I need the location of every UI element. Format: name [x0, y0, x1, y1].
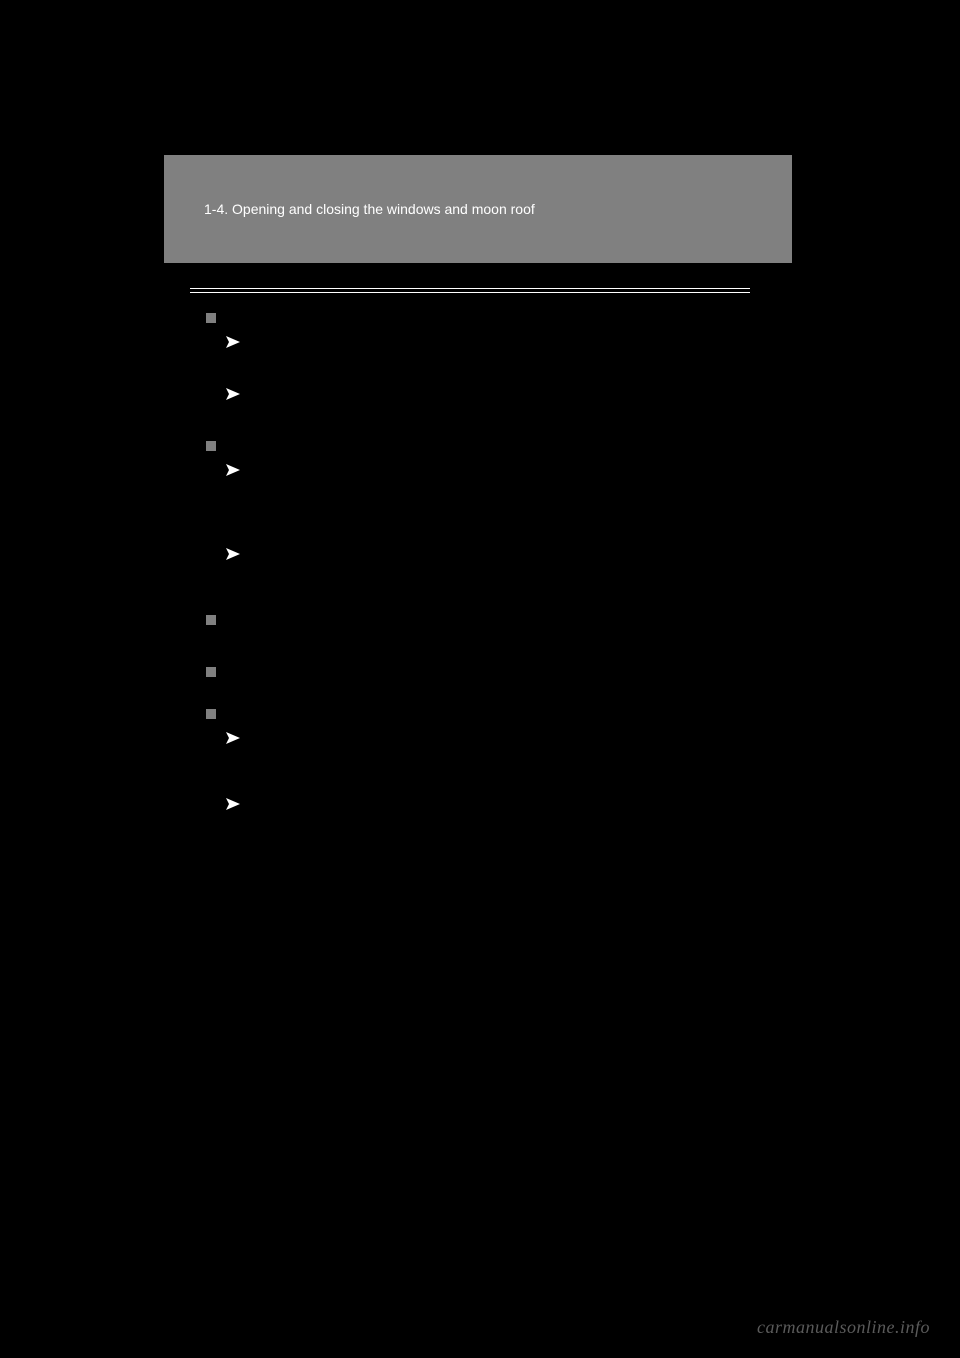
section-4 [190, 667, 750, 677]
content-area [190, 288, 750, 823]
header-section-title: 1-4. Opening and closing the windows and… [204, 201, 535, 217]
square-bullet-icon [206, 667, 216, 677]
sub-item-2-1 [190, 461, 750, 475]
arrow-bullet-icon [226, 387, 240, 399]
header-band: 1-4. Opening and closing the windows and… [164, 155, 792, 263]
section-number: 1-4. [204, 201, 228, 217]
sub-item-5-1 [190, 729, 750, 743]
arrow-bullet-icon [226, 797, 240, 809]
arrow-bullet-icon [226, 463, 240, 475]
section-header-5 [190, 709, 750, 719]
sub-item-2-2 [190, 545, 750, 559]
arrow-bullet-icon [226, 547, 240, 559]
section-5 [190, 709, 750, 809]
arrow-bullet-icon [226, 335, 240, 347]
section-1 [190, 313, 750, 399]
square-bullet-icon [206, 709, 216, 719]
sub-item-1-2 [190, 385, 750, 399]
section-header-1 [190, 313, 750, 323]
section-header-3 [190, 615, 750, 625]
square-bullet-icon [206, 441, 216, 451]
square-bullet-icon [206, 313, 216, 323]
section-2 [190, 441, 750, 559]
section-header-2 [190, 441, 750, 451]
section-title-text: Opening and closing the windows and moon… [232, 201, 535, 217]
divider-top [190, 288, 750, 289]
square-bullet-icon [206, 615, 216, 625]
divider-bottom [190, 292, 750, 293]
sub-item-1-1 [190, 333, 750, 347]
section-header-4 [190, 667, 750, 677]
arrow-bullet-icon [226, 731, 240, 743]
section-3 [190, 615, 750, 625]
watermark: carmanualsonline.info [757, 1317, 930, 1338]
sub-item-5-2 [190, 795, 750, 809]
